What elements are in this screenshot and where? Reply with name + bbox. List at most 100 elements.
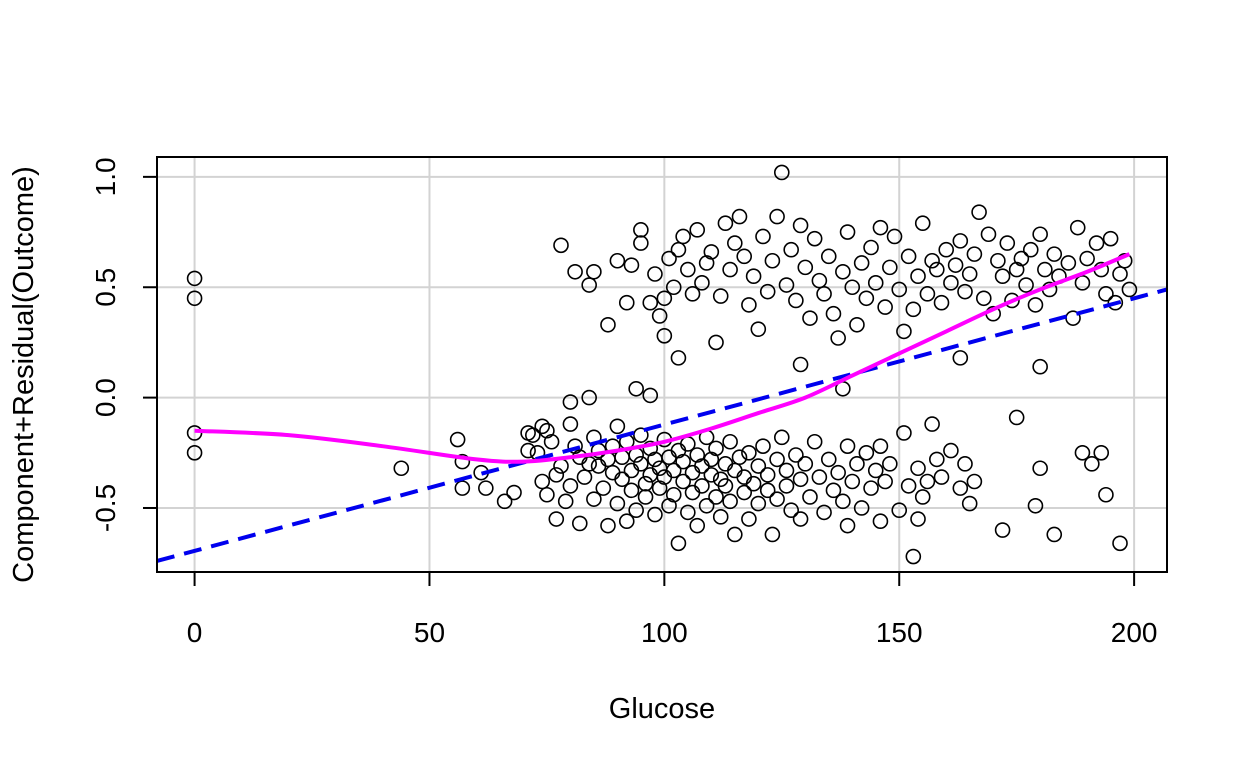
data-point — [750, 458, 767, 474]
data-point — [1112, 266, 1128, 282]
y-tick-label: 0.0 — [90, 378, 121, 417]
data-point — [633, 222, 649, 238]
data-point — [665, 279, 682, 296]
data-point — [581, 389, 597, 406]
data-point — [792, 356, 809, 373]
data-point — [727, 235, 743, 251]
data-point — [773, 429, 790, 446]
data-point — [628, 502, 644, 518]
data-point — [966, 246, 983, 262]
data-point — [698, 497, 715, 514]
data-point — [722, 433, 738, 450]
data-point — [614, 471, 630, 488]
x-axis-title: Glucose — [609, 693, 715, 725]
data-point — [825, 482, 842, 499]
data-point — [839, 517, 856, 534]
data-point — [694, 478, 710, 494]
data-point — [604, 464, 621, 481]
data-point — [764, 252, 781, 269]
data-point — [712, 288, 729, 304]
data-point — [708, 489, 724, 505]
data-point — [867, 275, 884, 291]
data-point — [1004, 292, 1020, 309]
data-point — [567, 263, 583, 280]
data-point — [694, 275, 710, 291]
data-point — [651, 480, 668, 496]
data-point — [741, 297, 757, 313]
data-point — [1098, 286, 1114, 302]
data-point — [872, 219, 889, 236]
data-point — [886, 228, 903, 245]
data-point — [534, 473, 551, 490]
data-point — [548, 467, 565, 483]
data-point — [929, 261, 945, 278]
data-point — [811, 469, 828, 485]
data-point — [788, 447, 804, 463]
data-point — [520, 442, 536, 459]
data-point — [722, 261, 738, 278]
x-tick-label: 150 — [876, 617, 923, 648]
data-point — [1060, 255, 1077, 271]
data-point — [680, 504, 696, 521]
data-point — [600, 316, 616, 333]
data-point — [736, 248, 753, 265]
data-point — [1102, 230, 1119, 247]
data-point — [839, 438, 856, 454]
data-point — [839, 224, 856, 240]
data-point — [623, 482, 640, 499]
data-point — [759, 283, 776, 300]
data-point — [1098, 486, 1114, 503]
data-point — [1027, 297, 1044, 313]
data-point — [562, 416, 579, 432]
data-point — [933, 469, 950, 485]
data-point — [186, 290, 203, 307]
data-point — [656, 290, 673, 307]
data-point — [797, 456, 814, 472]
data-point — [186, 444, 203, 461]
data-point — [689, 517, 706, 534]
data-point — [684, 286, 701, 302]
data-point — [633, 235, 649, 251]
data-point — [943, 275, 959, 291]
data-point — [783, 502, 799, 518]
data-point — [896, 425, 912, 441]
data-point — [609, 418, 626, 435]
data-point — [816, 504, 832, 521]
data-point — [802, 310, 818, 326]
data-point — [924, 416, 940, 432]
data-point — [769, 491, 785, 507]
data-point — [811, 272, 828, 289]
data-point — [896, 323, 912, 340]
data-point — [684, 484, 701, 501]
data-point — [703, 244, 720, 260]
data-point — [773, 164, 790, 181]
data-point — [717, 456, 734, 472]
data-point — [642, 294, 659, 311]
data-point — [1112, 535, 1128, 552]
data-point — [454, 480, 471, 496]
data-point — [628, 380, 644, 397]
data-point — [656, 328, 673, 344]
data-point — [961, 495, 978, 512]
data-point — [783, 241, 799, 258]
data-point — [877, 299, 893, 315]
data-point — [675, 453, 691, 470]
data-point — [999, 235, 1016, 251]
data-point — [755, 228, 771, 245]
x-tick-label: 0 — [187, 617, 203, 648]
data-point — [741, 444, 757, 461]
data-point — [1022, 241, 1039, 258]
data-point — [684, 464, 701, 481]
data-point — [759, 467, 776, 483]
data-point — [534, 418, 551, 435]
data-point — [623, 257, 640, 273]
data-point — [539, 486, 555, 503]
data-point — [647, 266, 663, 282]
data-point — [661, 250, 677, 267]
data-point — [914, 489, 931, 505]
data-point — [966, 473, 983, 490]
data-point — [891, 502, 908, 518]
data-point — [877, 473, 893, 490]
data-point — [731, 208, 748, 225]
